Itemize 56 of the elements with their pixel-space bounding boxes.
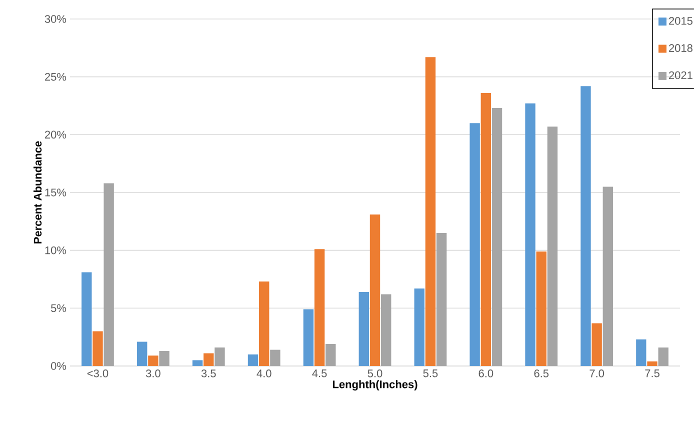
x-tick-label: 6.0	[478, 370, 494, 378]
bar	[580, 86, 591, 366]
bar	[204, 353, 214, 366]
bar	[547, 126, 558, 366]
bar	[525, 103, 536, 366]
bar	[658, 347, 668, 366]
x-tick-label: 4.5	[312, 370, 327, 378]
bar	[92, 331, 103, 366]
bar	[192, 360, 203, 366]
bar	[258, 282, 270, 366]
bar	[436, 232, 447, 366]
x-tick-label: 5.5	[423, 370, 438, 378]
y-tick-label: 0%	[51, 362, 66, 370]
y-tick-label: 25%	[45, 72, 66, 81]
bar	[314, 249, 325, 366]
bar	[303, 309, 314, 366]
x-tick-label: 7.0	[590, 370, 604, 378]
bar	[425, 57, 436, 366]
bar	[370, 214, 380, 366]
x-tick-label: <3.0	[87, 370, 108, 378]
y-tick-label: 30%	[44, 15, 66, 23]
bar	[358, 292, 370, 366]
x-axis-title: Lenghth(Inches)	[332, 380, 418, 390]
bar	[82, 272, 92, 366]
y-tick-label: 15%	[45, 188, 66, 196]
bar	[536, 251, 546, 366]
bar	[636, 339, 646, 366]
bar	[592, 323, 602, 366]
x-tick-label: 3.5	[201, 370, 216, 378]
bar	[480, 93, 492, 366]
x-tick-label: 7.5	[645, 370, 660, 378]
x-tick-label: 5.0	[368, 370, 382, 378]
bar	[647, 361, 658, 366]
x-tick-label: 3.0	[146, 370, 160, 378]
bar	[248, 354, 258, 366]
legend-label: 2021	[669, 71, 692, 80]
bar	[137, 342, 148, 366]
bar	[380, 294, 392, 366]
bar	[159, 350, 170, 366]
y-axis-title: Percent Abundance	[34, 141, 42, 244]
bar	[270, 350, 280, 366]
bar	[326, 344, 336, 366]
x-tick-label: 4.0	[256, 370, 272, 378]
legend-label: 2018	[669, 44, 692, 52]
bar	[602, 186, 614, 366]
y-tick-label: 20%	[45, 130, 66, 139]
bar	[148, 356, 158, 366]
x-tick-label: 6.5	[534, 370, 549, 378]
legend-label: 2015	[669, 16, 692, 25]
bar	[104, 183, 114, 366]
y-tick-label: 5%	[51, 304, 66, 312]
y-tick-label: 10%	[45, 246, 66, 254]
bar	[214, 347, 225, 366]
bar	[414, 288, 424, 366]
bar	[492, 108, 502, 366]
bar	[470, 123, 480, 366]
